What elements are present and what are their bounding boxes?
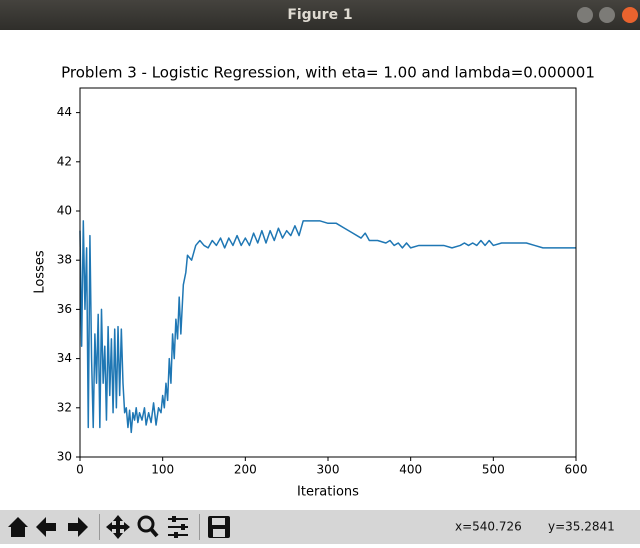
forward-button[interactable]: [68, 517, 88, 537]
zoom-handle: [149, 527, 159, 538]
figure: [0, 30, 640, 510]
toolbar-icons: [8, 514, 230, 540]
x-tick-label: 0: [76, 463, 84, 477]
y-tick-label: 32: [57, 400, 72, 414]
zoom-button[interactable]: [137, 515, 155, 533]
x-tick-label: 500: [482, 463, 505, 477]
save-label: [213, 529, 225, 537]
title-bar: [0, 0, 640, 30]
slider: [174, 532, 178, 538]
y-tick-label: 42: [57, 154, 72, 168]
toolbar: [0, 510, 640, 544]
slider: [181, 524, 185, 530]
maximize-button[interactable]: [599, 7, 615, 23]
separator: [99, 514, 100, 540]
y-tick-label: 40: [57, 204, 72, 218]
status-y: y=35.2841: [548, 520, 615, 534]
plot-area: [79, 220, 576, 434]
y-axis-label: Losses: [33, 250, 48, 294]
y-tick-label: 38: [57, 253, 72, 267]
x-axis-label: Iterations: [297, 485, 359, 500]
slider: [172, 516, 176, 522]
y-tick-label: 30: [57, 450, 72, 464]
x-tick-label: 400: [399, 463, 422, 477]
x-tick-label: 300: [317, 463, 340, 477]
y-tick-label: 36: [57, 302, 72, 316]
y-tick-label: 44: [57, 105, 72, 119]
chart-title: Problem 3 - Logistic Regression, with et…: [61, 64, 595, 82]
x-tick-label: 200: [234, 463, 257, 477]
close-button[interactable]: [622, 7, 638, 23]
minimize-button[interactable]: [577, 7, 593, 23]
save-label: [212, 518, 225, 525]
status-x: x=540.726: [455, 520, 522, 534]
x-tick-label: 600: [565, 463, 588, 477]
data-line: [79, 220, 576, 434]
home-button[interactable]: [8, 517, 28, 537]
x-tick-label: 100: [151, 463, 174, 477]
pan-button[interactable]: [106, 515, 130, 539]
back-button[interactable]: [36, 517, 56, 537]
y-tick-label: 34: [57, 351, 72, 365]
window-title: Figure 1: [287, 7, 352, 23]
separator: [199, 514, 200, 540]
